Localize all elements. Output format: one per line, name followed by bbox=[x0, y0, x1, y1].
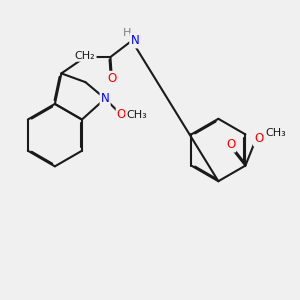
Text: N: N bbox=[130, 34, 139, 47]
Text: CH₃: CH₃ bbox=[127, 110, 147, 120]
Text: N: N bbox=[101, 92, 110, 105]
Text: O: O bbox=[254, 132, 263, 146]
Text: H: H bbox=[123, 28, 131, 38]
Text: CH₃: CH₃ bbox=[265, 128, 286, 138]
Text: O: O bbox=[107, 72, 116, 85]
Text: O: O bbox=[117, 109, 126, 122]
Text: CH₂: CH₂ bbox=[75, 51, 95, 61]
Text: O: O bbox=[226, 138, 235, 151]
